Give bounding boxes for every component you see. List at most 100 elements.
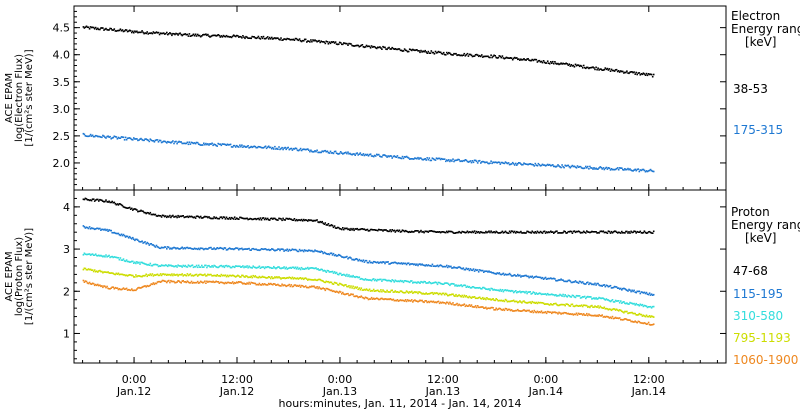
data-point [522,232,524,234]
data-point [138,31,140,34]
data-point [531,230,533,233]
data-point [646,293,649,295]
data-point [533,301,536,304]
data-point [489,231,491,234]
data-point [138,139,140,141]
data-point [580,231,583,234]
data-point [82,254,85,256]
data-point [252,247,254,250]
data-point [451,160,453,162]
data-point [441,53,444,55]
data-point [194,33,197,36]
data-point [359,152,362,154]
data-point [338,227,341,230]
data-point [523,309,525,311]
data-point [254,217,257,220]
data-point [129,261,132,263]
data-point [459,160,461,163]
data-point [483,286,485,289]
data-point [449,266,451,268]
data-point [228,247,231,249]
data-point [500,161,503,164]
data-point [251,248,253,250]
data-point [377,289,379,292]
data-point [290,147,293,150]
data-point [256,266,259,269]
data-point [269,217,272,220]
data-point [92,282,95,285]
data-point [228,282,231,284]
data-point [570,165,573,168]
data-point [181,34,183,37]
data-point [386,156,388,158]
data-point [646,315,649,318]
data-point [543,293,546,295]
data-point [544,62,547,64]
data-point [651,232,654,234]
data-point [198,273,201,276]
data-point [251,276,253,279]
data-point [174,265,176,268]
data-point [424,49,426,52]
data-point [555,62,557,65]
data-point [368,229,371,232]
data-point [267,248,270,251]
data-point [272,277,274,280]
data-point [117,232,120,235]
data-point [350,285,352,287]
data-point [215,275,217,277]
data-point [519,59,521,61]
data-point [342,274,344,276]
data-point [614,230,617,233]
data-point [628,231,630,233]
data-point [127,207,130,209]
data-point [167,140,169,143]
data-point [649,168,652,171]
data-point [110,287,112,289]
data-point [445,265,447,268]
data-point [542,60,545,62]
data-point [152,213,155,216]
data-point [85,226,88,229]
data-point [416,300,418,302]
data-point [606,315,609,318]
data-point [141,210,143,212]
data-point [492,55,494,58]
data-point [528,276,530,279]
data-point [97,271,99,273]
data-point [486,308,488,310]
data-point [195,35,198,37]
data-point [419,51,421,54]
data-point [439,158,442,161]
data-point [450,230,452,233]
data-point [439,301,442,304]
data-point [642,292,645,294]
data-point [169,141,171,144]
data-point [545,231,548,233]
data-point [400,290,403,292]
data-point [280,218,282,220]
data-point [188,141,191,143]
data-point [578,165,581,168]
data-point [559,304,561,306]
data-point [426,157,428,159]
data-point [358,258,361,261]
data-point [158,215,161,217]
data-point [188,265,191,267]
data-point [104,200,106,203]
data-point [418,231,420,234]
data-point [108,136,110,138]
data-point [177,275,179,277]
data-point [555,294,557,296]
data-point [266,249,269,251]
data-point [318,151,320,154]
data-point [547,311,550,313]
data-point [456,302,458,305]
data-point [529,301,531,303]
data-point [452,158,454,160]
data-point [316,219,318,221]
data-point [480,297,482,300]
data-point [504,273,507,275]
data-point [182,247,184,250]
data-point [499,288,502,291]
